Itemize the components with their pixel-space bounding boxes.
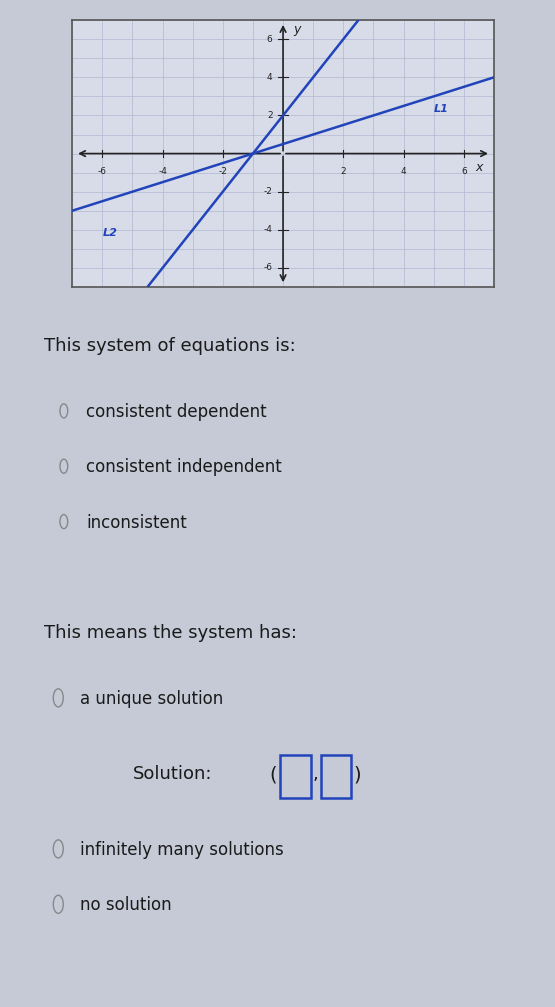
Text: ): ): [354, 765, 361, 784]
Text: x: x: [475, 161, 483, 174]
Text: 2: 2: [267, 111, 273, 120]
Text: 2: 2: [341, 167, 346, 176]
Text: -4: -4: [158, 167, 167, 176]
Text: -4: -4: [264, 226, 273, 235]
Text: This means the system has:: This means the system has:: [44, 624, 297, 642]
Text: This system of equations is:: This system of equations is:: [44, 337, 296, 355]
Text: 6: 6: [267, 34, 273, 43]
Text: infinitely many solutions: infinitely many solutions: [80, 841, 284, 859]
Text: inconsistent: inconsistent: [86, 514, 187, 532]
Text: a unique solution: a unique solution: [80, 690, 224, 708]
Text: consistent dependent: consistent dependent: [86, 403, 266, 421]
Text: no solution: no solution: [80, 896, 172, 914]
Text: (: (: [269, 765, 277, 784]
Text: -6: -6: [98, 167, 107, 176]
Text: -2: -2: [264, 187, 273, 196]
Text: L2: L2: [102, 228, 117, 238]
Text: -6: -6: [264, 264, 273, 273]
Text: L1: L1: [433, 104, 448, 114]
Text: ,: ,: [312, 765, 318, 783]
Text: 6: 6: [461, 167, 467, 176]
Text: -2: -2: [218, 167, 227, 176]
Text: consistent independent: consistent independent: [86, 458, 282, 476]
Text: y: y: [294, 23, 301, 36]
Text: 4: 4: [401, 167, 406, 176]
Text: 4: 4: [267, 73, 273, 82]
Text: Solution:: Solution:: [133, 765, 213, 783]
